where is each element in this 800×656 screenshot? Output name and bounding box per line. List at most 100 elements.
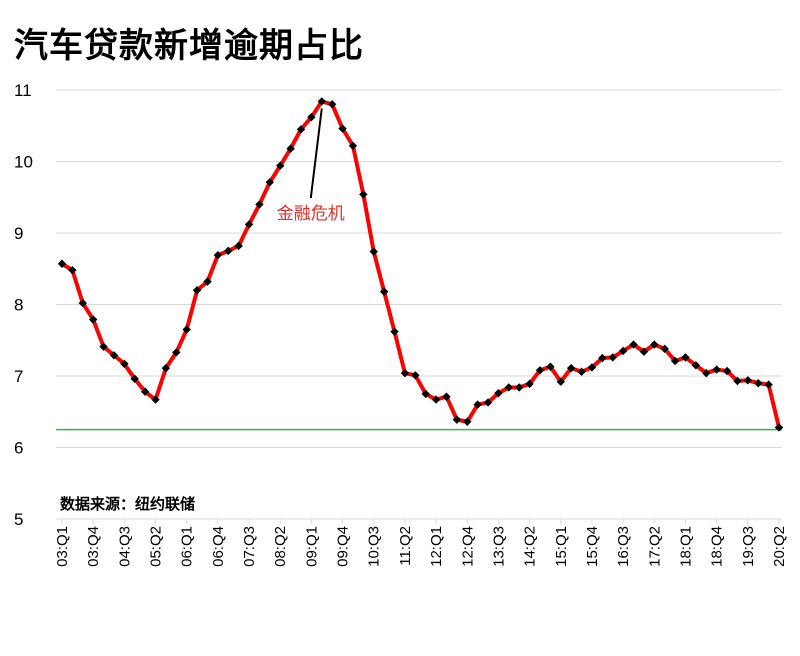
data-point bbox=[691, 361, 701, 370]
data-point bbox=[421, 389, 430, 399]
data-point bbox=[452, 415, 462, 424]
x-tick-label: 07:Q3 bbox=[241, 526, 258, 567]
series-line-path bbox=[60, 99, 781, 428]
gridlines bbox=[56, 89, 782, 520]
data-point bbox=[192, 286, 202, 295]
y-tick-label: 7 bbox=[14, 367, 23, 386]
x-tick-label: 15:Q1 bbox=[553, 526, 570, 567]
data-point bbox=[743, 376, 753, 385]
data-point bbox=[78, 298, 87, 308]
data-point bbox=[296, 125, 306, 134]
data-point bbox=[577, 367, 586, 376]
x-tick-label: 11:Q2 bbox=[397, 526, 414, 566]
data-point bbox=[390, 327, 399, 336]
data-point bbox=[722, 366, 732, 376]
data-point bbox=[774, 423, 784, 432]
data-point bbox=[494, 388, 503, 398]
data-point bbox=[515, 383, 524, 392]
data-point bbox=[650, 340, 659, 349]
x-tick-label: 16:Q3 bbox=[615, 526, 632, 567]
data-point bbox=[525, 379, 534, 389]
x-tick-label: 14:Q2 bbox=[522, 526, 539, 567]
y-tick-label: 6 bbox=[14, 439, 23, 458]
y-tick-label: 9 bbox=[14, 224, 23, 243]
data-point bbox=[431, 395, 441, 404]
x-tick-label: 03:Q4 bbox=[85, 526, 102, 567]
y-tick-label: 8 bbox=[14, 296, 23, 315]
data-point bbox=[702, 368, 711, 378]
x-tick-label: 18:Q1 bbox=[677, 526, 694, 567]
data-point bbox=[660, 344, 669, 354]
data-point bbox=[379, 287, 389, 296]
x-tick-label: 04:Q3 bbox=[116, 526, 133, 567]
data-point bbox=[504, 383, 514, 392]
data-point bbox=[182, 325, 191, 334]
data-point bbox=[681, 353, 690, 362]
data-point bbox=[670, 356, 680, 366]
data-point bbox=[463, 417, 472, 426]
data-point bbox=[359, 190, 368, 199]
data-point bbox=[88, 315, 98, 324]
annotation: 金融危机 bbox=[277, 108, 345, 224]
data-point bbox=[307, 112, 316, 122]
x-tick-label: 06:Q1 bbox=[179, 526, 196, 567]
chart-title: 汽车贷款新增逾期占比 bbox=[14, 26, 364, 66]
data-point bbox=[327, 100, 337, 109]
y-tick-label: 10 bbox=[14, 153, 33, 172]
x-tick-label: 20:Q2 bbox=[771, 526, 788, 567]
x-tick-label: 13:Q3 bbox=[490, 526, 507, 567]
annotation-pointer bbox=[309, 108, 323, 199]
x-tick-label: 19:Q3 bbox=[740, 526, 757, 567]
x-tick-label: 17:Q2 bbox=[646, 526, 663, 567]
data-point bbox=[442, 392, 451, 401]
x-tick-label: 08:Q2 bbox=[272, 526, 289, 567]
x-tick-label: 09:Q1 bbox=[303, 526, 320, 567]
x-tick-label: 05:Q2 bbox=[148, 526, 165, 567]
data-point bbox=[483, 398, 493, 407]
data-point bbox=[68, 265, 77, 275]
data-point bbox=[712, 365, 721, 374]
x-tick-label: 18:Q4 bbox=[709, 526, 726, 567]
data-point bbox=[120, 359, 129, 369]
data-point bbox=[161, 363, 171, 373]
data-point bbox=[587, 363, 597, 372]
data-point bbox=[535, 366, 545, 375]
series-markers bbox=[57, 97, 784, 432]
data-point bbox=[99, 342, 108, 351]
data-point bbox=[265, 178, 275, 187]
y-tick-label: 5 bbox=[14, 510, 23, 529]
data-point bbox=[244, 220, 254, 229]
data-point bbox=[317, 97, 326, 106]
data-point bbox=[255, 200, 264, 209]
x-tick-label: 06:Q4 bbox=[210, 526, 227, 567]
data-point bbox=[286, 144, 295, 153]
data-point bbox=[546, 362, 555, 371]
data-point bbox=[764, 380, 773, 389]
data-point bbox=[140, 387, 150, 396]
data-point bbox=[172, 348, 181, 357]
data-point bbox=[629, 340, 638, 349]
data-point bbox=[203, 277, 212, 286]
data-point bbox=[639, 347, 649, 356]
data-point bbox=[348, 141, 358, 150]
data-point bbox=[556, 377, 565, 386]
data-point bbox=[608, 353, 617, 362]
data-point bbox=[369, 247, 378, 256]
y-tick-label: 11 bbox=[14, 81, 32, 100]
data-point bbox=[224, 246, 233, 256]
series-line bbox=[60, 99, 781, 428]
data-point bbox=[130, 374, 139, 384]
data-point bbox=[213, 250, 223, 260]
data-point bbox=[234, 241, 243, 251]
data-point bbox=[473, 400, 482, 409]
data-point bbox=[733, 376, 742, 386]
data-point bbox=[618, 346, 628, 356]
data-point bbox=[151, 395, 160, 404]
data-point bbox=[598, 353, 607, 363]
x-tick-label: 12:Q4 bbox=[459, 526, 476, 567]
data-point bbox=[566, 363, 576, 373]
data-point bbox=[276, 161, 285, 170]
x-tick-label: 03:Q1 bbox=[54, 526, 71, 567]
x-tick-label: 09:Q4 bbox=[335, 526, 352, 567]
